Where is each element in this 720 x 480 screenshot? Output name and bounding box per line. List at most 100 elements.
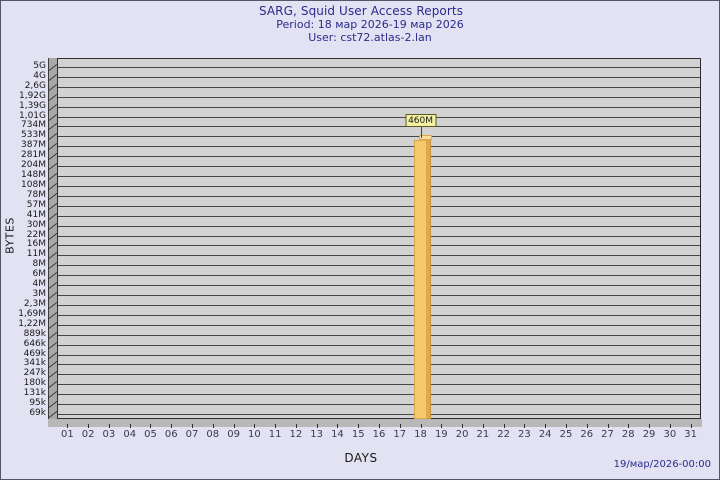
y-axis-tick-label: 22M xyxy=(26,229,46,240)
y-axis-tick-mark xyxy=(48,242,58,250)
y-axis-tick-label: 41M xyxy=(26,209,46,220)
y-axis-tick-mark xyxy=(48,182,58,190)
x-axis-tick-mark xyxy=(628,424,630,428)
gridline xyxy=(58,106,700,108)
x-axis-tick-mark xyxy=(254,424,256,428)
x-axis-tick-label: 02 xyxy=(81,429,95,440)
y-axis-tick-labels: 5G 4G 2,6G 1,92G 1,39G 1,01G 734M 533M 387M 281M 2… xyxy=(1,1,47,479)
x-axis-tick-mark xyxy=(649,424,651,428)
gridline xyxy=(58,126,700,128)
y-axis-tick-mark xyxy=(48,341,58,349)
gridline xyxy=(58,364,700,366)
gridline xyxy=(58,245,700,247)
x-axis-tick-label: 04 xyxy=(123,429,137,440)
y-axis-tick-label: 1,39G xyxy=(18,100,46,111)
gridline xyxy=(58,295,700,297)
y-axis-tick-label: 16M xyxy=(26,239,46,250)
gridline xyxy=(58,354,700,356)
gridline xyxy=(58,285,700,287)
x-axis-tick-mark xyxy=(171,424,173,428)
x-axis-tick-label: 25 xyxy=(559,429,573,440)
x-axis-tick-label: 18 xyxy=(414,429,427,440)
data-bar[interactable] xyxy=(414,139,428,419)
y-axis-tick-mark xyxy=(48,272,58,280)
x-axis-tick-mark xyxy=(420,424,422,428)
axis-floor xyxy=(48,419,702,427)
gridline xyxy=(58,96,700,98)
x-axis-tick-mark xyxy=(545,424,547,428)
y-axis-tick-mark xyxy=(48,232,58,240)
gridline xyxy=(58,86,700,88)
y-axis-tick-mark xyxy=(48,262,58,270)
x-axis-tick-label: 17 xyxy=(393,429,407,440)
gridline xyxy=(58,195,700,197)
gridline xyxy=(58,235,700,237)
gridline xyxy=(58,225,700,227)
gridline xyxy=(58,156,700,158)
y-axis-tick-label: 341k xyxy=(23,358,46,369)
gridline xyxy=(58,215,700,217)
x-axis-tick-mark xyxy=(212,424,214,428)
x-axis-tick-mark xyxy=(316,424,318,428)
y-axis-tick-label: 4G xyxy=(33,70,46,81)
y-axis-tick-mark xyxy=(48,172,58,180)
gridline xyxy=(58,324,700,326)
x-axis-tick-mark xyxy=(88,424,90,428)
x-axis-tick-label: 16 xyxy=(372,429,386,440)
y-axis-tick-label: 387M xyxy=(21,140,46,151)
x-axis-tick-label: 28 xyxy=(621,429,635,440)
gridline xyxy=(58,304,700,306)
x-axis-tick-mark xyxy=(129,424,131,428)
y-axis-tick-label: 4M xyxy=(32,279,47,290)
y-axis-tick-mark xyxy=(48,361,58,369)
y-axis-tick-label: 108M xyxy=(21,179,46,190)
y-axis-tick-label: 69k xyxy=(29,408,46,418)
y-axis-tick-label: 1,22M xyxy=(18,318,46,329)
x-axis-tick-label: 30 xyxy=(663,429,677,440)
gridline xyxy=(58,265,700,267)
y-axis-tick-label: 1,69M xyxy=(18,308,46,319)
gridline xyxy=(58,67,700,68)
y-axis-tick-label: 131k xyxy=(23,388,46,399)
y-axis-tick-label: 148M xyxy=(21,170,46,181)
x-axis-tick-label: 01 xyxy=(61,429,74,440)
plot-area xyxy=(48,58,702,428)
x-axis-tick-mark xyxy=(607,424,609,428)
y-axis-tick-label: 78M xyxy=(26,189,46,200)
y-axis-tick-label: 734M xyxy=(21,120,46,131)
y-axis-tick-label: 95k xyxy=(29,398,46,409)
x-axis-tick-mark xyxy=(358,424,360,428)
x-axis-tick-label: 29 xyxy=(642,429,656,440)
y-axis-tick-mark xyxy=(48,351,58,359)
y-axis-tick-label: 57M xyxy=(26,199,46,210)
y-axis-tick-label: 6M xyxy=(32,269,47,280)
y-axis-tick-mark xyxy=(48,252,58,260)
y-axis-tick-label: 469k xyxy=(23,348,46,359)
x-axis-tick-label: 14 xyxy=(331,429,344,440)
y-axis-tick-mark xyxy=(48,410,58,418)
y-axis-tick-mark xyxy=(48,301,58,309)
gridline xyxy=(58,314,700,316)
y-axis-tick-mark xyxy=(48,381,58,389)
x-axis-tick-label: 03 xyxy=(102,429,116,440)
y-axis-tick-mark xyxy=(48,401,58,408)
gridline xyxy=(58,185,700,187)
x-axis-tick-mark xyxy=(441,424,443,428)
x-axis-tick-label: 13 xyxy=(310,429,324,440)
y-axis-tick-mark xyxy=(48,331,58,339)
gridline xyxy=(58,374,700,376)
x-axis-tick-label: 26 xyxy=(580,429,594,440)
gridline xyxy=(58,116,700,118)
x-axis-tick-label: 27 xyxy=(601,429,614,440)
x-axis-tick-label: 11 xyxy=(268,429,282,440)
gridline xyxy=(58,136,700,138)
y-axis-tick-label: 180k xyxy=(23,378,46,389)
x-axis-tick-label: 06 xyxy=(164,429,178,440)
x-axis-tick-label: 23 xyxy=(518,429,531,440)
x-axis-tick-mark xyxy=(565,424,567,428)
y-axis-tick-label: 30M xyxy=(26,219,46,230)
gridline xyxy=(58,275,700,277)
bar-label-stem xyxy=(420,125,422,138)
y-axis-tick-mark xyxy=(48,321,58,329)
